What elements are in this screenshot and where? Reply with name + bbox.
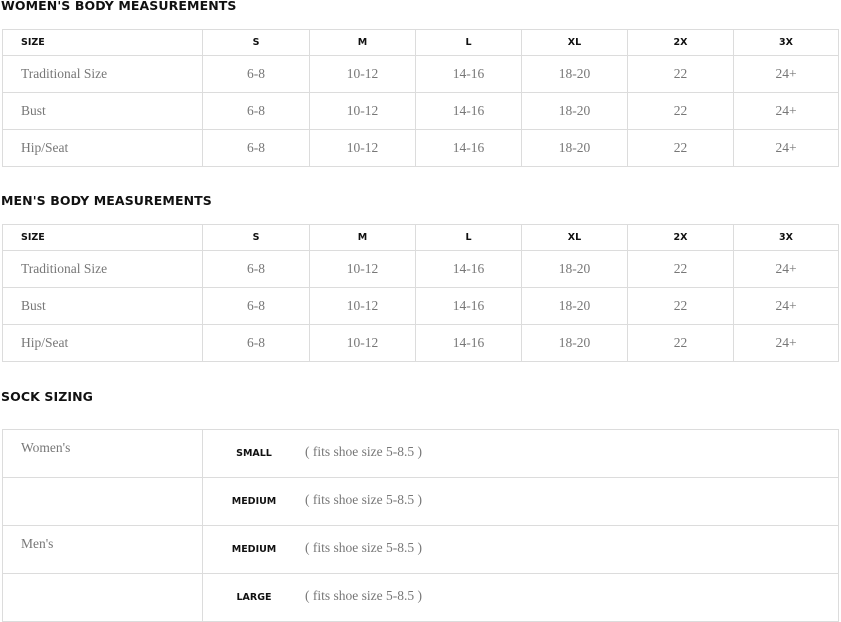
column-header: 3X <box>733 29 839 56</box>
sock-size-cell: LARGE ( fits shoe size 5-8.5 ) <box>202 573 839 622</box>
sock-fit-note: ( fits shoe size 5-8.5 ) <box>305 492 422 507</box>
column-header: L <box>415 224 522 251</box>
measurement-label: Bust <box>2 287 203 325</box>
sock-row: Women's SMALL ( fits shoe size 5-8.5 ) <box>2 429 839 478</box>
size-value-cell: 18-20 <box>521 250 628 288</box>
size-value-cell: 6-8 <box>202 55 310 93</box>
table-row: Traditional Size 6-8 10-12 14-16 18-20 22 24+ <box>2 55 839 93</box>
column-header: 2X <box>627 224 734 251</box>
sock-size: MEDIUM <box>231 496 277 507</box>
mens-section-title: MEN'S BODY MEASUREMENTS <box>1 193 212 208</box>
size-value-cell: 6-8 <box>202 129 310 167</box>
size-value-cell: 24+ <box>733 55 839 93</box>
sock-group-label: Men's <box>2 525 203 574</box>
measurement-label: Bust <box>2 92 203 130</box>
sock-sizing-table: Women's SMALL( fits shoe size 5-8.5 ) MEDI… <box>2 429 839 622</box>
size-value-cell: 18-20 <box>521 129 628 167</box>
size-value-cell: 24+ <box>733 324 839 362</box>
size-value-cell: 14-16 <box>415 55 522 93</box>
column-header: S <box>202 29 310 56</box>
table-row: Traditional Size 6-8 10-12 14-16 18-20 22 24+ <box>2 250 839 288</box>
column-header: M <box>309 224 416 251</box>
column-header: 2X <box>627 29 734 56</box>
sock-group-label <box>2 573 203 622</box>
size-value-cell: 14-16 <box>415 250 522 288</box>
measurement-label: Hip/Seat <box>2 324 203 362</box>
size-value-cell: 22 <box>627 129 734 167</box>
column-header: SIZE <box>2 29 203 56</box>
size-value-cell: 24+ <box>733 92 839 130</box>
size-value-cell: 14-16 <box>415 92 522 130</box>
measurement-label: Traditional Size <box>2 55 203 93</box>
sock-row: MEDIUM ( fits shoe size 5-8.5 ) <box>2 477 839 526</box>
table-row: Hip/Seat 6-8 10-12 14-16 18-20 22 24+ <box>2 129 839 167</box>
table-row: Bust 6-8 10-12 14-16 18-20 22 24+ <box>2 92 839 130</box>
sock-section-title: SOCK SIZING <box>1 389 94 404</box>
measurement-label: Hip/Seat <box>2 129 203 167</box>
womens-section-title: WOMEN'S BODY MEASUREMENTS <box>1 0 237 13</box>
size-value-cell: 22 <box>627 287 734 325</box>
size-value-cell: 18-20 <box>521 55 628 93</box>
column-header: XL <box>521 224 628 251</box>
sock-row: Men's MEDIUM ( fits shoe size 5-8.5 ) <box>2 525 839 574</box>
size-value-cell: 6-8 <box>202 250 310 288</box>
size-value-cell: 18-20 <box>521 287 628 325</box>
size-value-cell: 10-12 <box>309 287 416 325</box>
size-value-cell: 10-12 <box>309 129 416 167</box>
measurement-label: Traditional Size <box>2 250 203 288</box>
table-row: Bust 6-8 10-12 14-16 18-20 22 24+ <box>2 287 839 325</box>
size-value-cell: 10-12 <box>309 250 416 288</box>
size-value-cell: 10-12 <box>309 324 416 362</box>
sock-group-label <box>2 477 203 526</box>
size-value-cell: 24+ <box>733 250 839 288</box>
header-row: SIZE S M L XL 2X 3X <box>2 224 839 251</box>
column-header: M <box>309 29 416 56</box>
column-header: SIZE <box>2 224 203 251</box>
size-value-cell: 6-8 <box>202 92 310 130</box>
sock-size-cell: MEDIUM ( fits shoe size 5-8.5 ) <box>202 477 839 526</box>
size-value-cell: 18-20 <box>521 324 628 362</box>
sock-size-cell: MEDIUM ( fits shoe size 5-8.5 ) <box>202 525 839 574</box>
size-value-cell: 18-20 <box>521 92 628 130</box>
sock-row: LARGE ( fits shoe size 5-8.5 ) <box>2 573 839 622</box>
sock-fit-note: ( fits shoe size 5-8.5 ) <box>305 540 422 555</box>
sock-size-cell: SMALL ( fits shoe size 5-8.5 ) <box>202 429 839 478</box>
size-value-cell: 24+ <box>733 287 839 325</box>
sock-fit-note: ( fits shoe size 5-8.5 ) <box>305 588 422 603</box>
sock-size: MEDIUM <box>231 544 277 555</box>
header-row: SIZE S M L XL 2X 3X <box>2 29 839 56</box>
sock-fit-note: ( fits shoe size 5-8.5 ) <box>305 444 422 459</box>
size-value-cell: 22 <box>627 55 734 93</box>
size-value-cell: 6-8 <box>202 324 310 362</box>
size-value-cell: 6-8 <box>202 287 310 325</box>
sock-size: SMALL <box>236 448 272 459</box>
size-value-cell: 14-16 <box>415 287 522 325</box>
size-value-cell: 22 <box>627 324 734 362</box>
column-header: S <box>202 224 310 251</box>
mens-measurements-table: SIZE S M L XL 2X 3X Traditional Size 6-8 10-12 14-… <box>2 224 839 362</box>
sock-group-label: Women's <box>2 429 203 478</box>
column-header: 3X <box>733 224 839 251</box>
size-value-cell: 10-12 <box>309 92 416 130</box>
size-value-cell: 22 <box>627 92 734 130</box>
size-value-cell: 10-12 <box>309 55 416 93</box>
size-value-cell: 14-16 <box>415 129 522 167</box>
table-row: Hip/Seat 6-8 10-12 14-16 18-20 22 24+ <box>2 324 839 362</box>
size-value-cell: 22 <box>627 250 734 288</box>
sock-size: LARGE <box>236 592 272 603</box>
column-header: L <box>415 29 522 56</box>
size-value-cell: 14-16 <box>415 324 522 362</box>
size-value-cell: 24+ <box>733 129 839 167</box>
womens-measurements-table: SIZE S M L XL 2X 3X Traditional Size 6-8 10-12 14-… <box>2 29 839 167</box>
column-header: XL <box>521 29 628 56</box>
